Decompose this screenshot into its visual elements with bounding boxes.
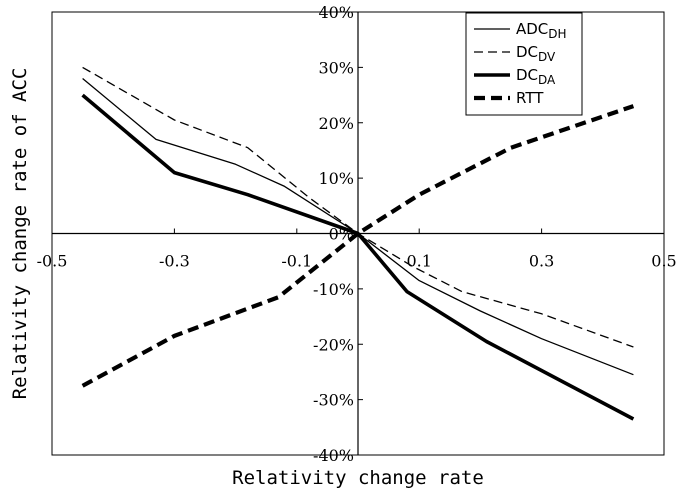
legend-box [465,12,583,116]
y-tick-label: 30% [318,58,354,77]
y-tick-label: 20% [318,114,354,133]
y-tick-label: -30% [313,391,354,410]
x-tick-label: 0.5 [651,252,676,271]
y-axis-title: Relativity change rate of ACC [9,68,31,400]
x-tick-label: -0.1 [281,252,312,271]
legend-label: RTT [516,89,544,107]
x-axis-title: Relativity change rate [232,467,484,489]
x-tick-label: -0.5 [37,252,68,271]
y-tick-label: 10% [318,169,354,188]
x-tick-label: 0.1 [406,252,431,271]
x-tick-label: -0.3 [159,252,190,271]
y-tick-label: 40% [318,3,354,22]
y-tick-label: -40% [313,446,354,465]
series-group [81,66,635,421]
series-line-3 [81,93,635,421]
series-line-4 [81,104,635,388]
axes: 40%30%20%10%0%-10%-20%-30%-40%-0.5 -0.3 -0… [9,3,677,489]
x-tick-label: 0.3 [529,252,554,271]
y-tick-label: -20% [313,335,354,354]
y-tick-label: -10% [313,280,354,299]
